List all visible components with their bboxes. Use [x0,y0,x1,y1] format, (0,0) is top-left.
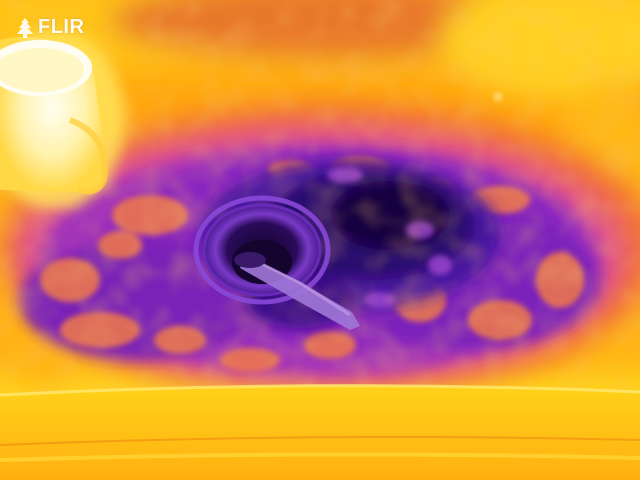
drain [193,195,360,330]
flir-watermark: FLIR [14,16,84,39]
hot-mug [0,30,125,210]
flame-logo-icon [17,17,33,38]
watermark-text: FLIR [38,16,85,38]
sink-rim [0,384,640,480]
